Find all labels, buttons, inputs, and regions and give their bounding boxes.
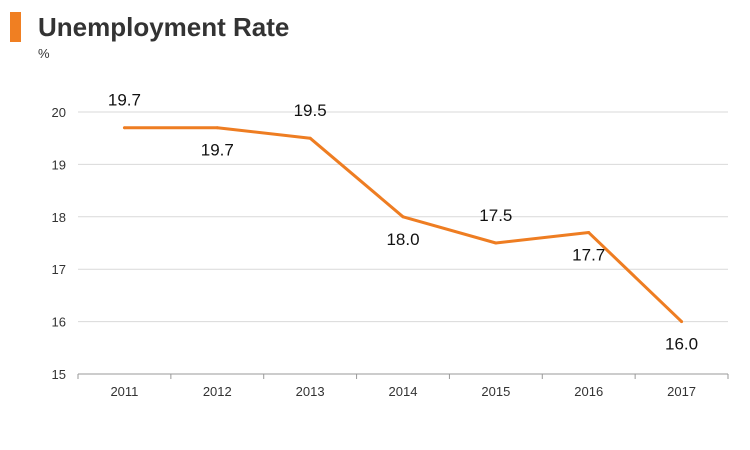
data-point [680,320,684,324]
x-tick-label: 2012 [203,384,232,399]
data-point [401,215,405,219]
data-point [587,231,591,235]
data-label: 19.5 [294,101,327,120]
data-label: 18.0 [386,230,419,249]
series-layer [122,126,684,324]
data-label: 19.7 [108,91,141,110]
data-labels: 19.7 19.7 19.5 18.0 17.5 17.7 16.0 [108,91,698,354]
data-label: 19.7 [201,141,234,160]
data-point [215,126,219,130]
chart-title: Unemployment Rate [38,12,290,42]
data-label: 17.7 [572,246,605,265]
x-tick-label: 2013 [296,384,325,399]
data-label: 17.5 [479,206,512,225]
y-tick-label: 17 [52,262,66,277]
y-tick-label: 16 [52,315,66,330]
x-tick-label: 2016 [574,384,603,399]
y-tick-label: 15 [52,367,66,382]
y-tick-label: 20 [52,105,66,120]
axes: 15 16 17 18 19 20 2011 2012 2013 2014 2015 2016 2017 [52,105,729,399]
x-tick-label: 2015 [481,384,510,399]
data-label: 16.0 [665,335,698,354]
x-tick-label: 2017 [667,384,696,399]
x-tick-label: 2011 [110,384,138,399]
data-point [122,126,126,130]
title-accent-bar [10,12,21,42]
y-unit-label: % [38,46,50,61]
y-tick-label: 19 [52,157,66,172]
data-point [494,241,498,245]
y-tick-label: 18 [52,210,66,225]
x-tick-label: 2014 [389,384,418,399]
data-point [308,136,312,140]
